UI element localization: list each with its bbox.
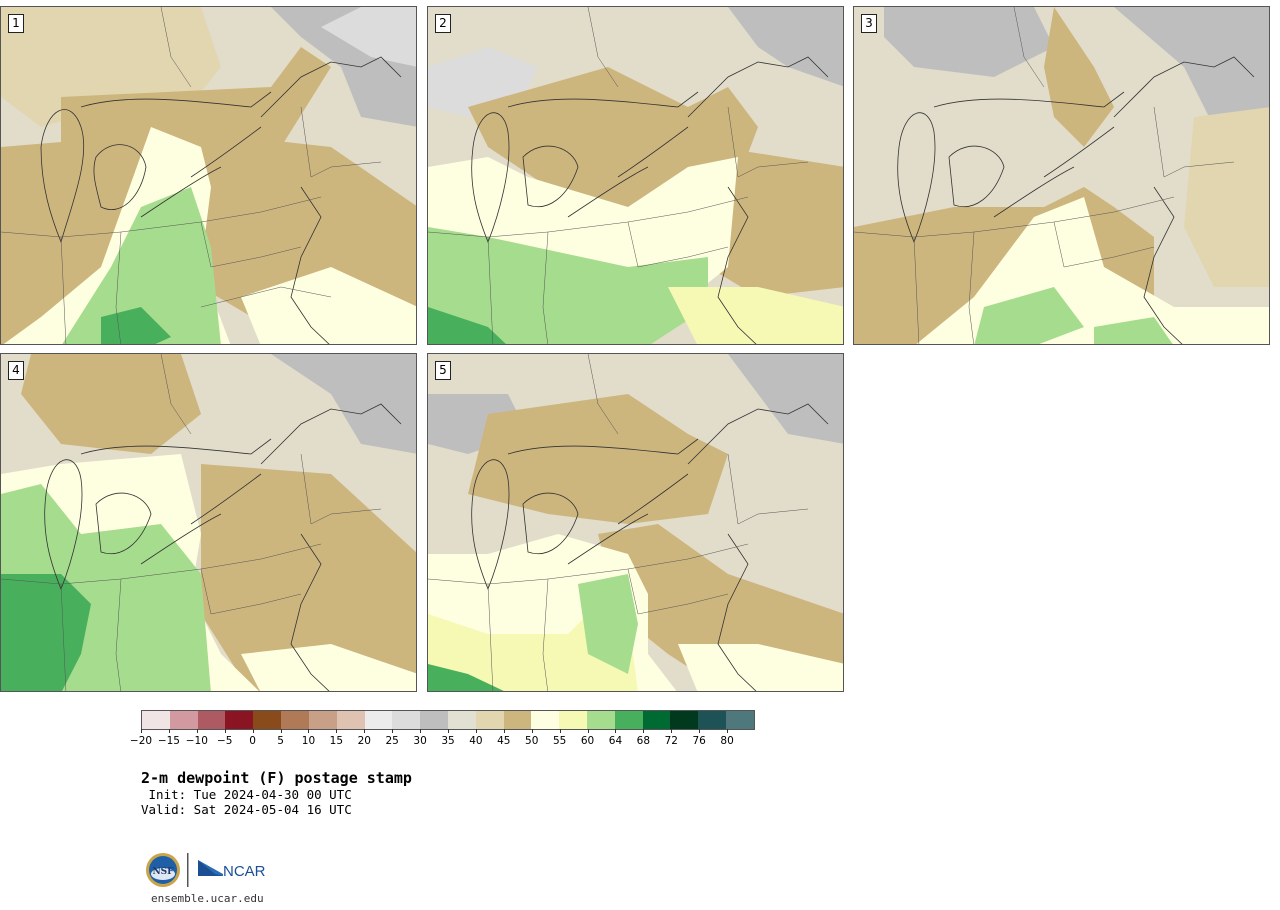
colorbar-tick-mark (141, 729, 142, 733)
colorbar-tick-mark (587, 729, 589, 733)
colorbar-ticks: −20 −15 −10 −5 0 5 10 15 20 25 30 35 40 45 50 55 60 64 68 7… (130, 729, 755, 749)
nsf-seal-text: NSF (152, 867, 174, 877)
colorbar-tick-label: 60 (580, 735, 595, 747)
dewpoint-map-3 (854, 7, 1269, 344)
colorbar-segment (197, 711, 226, 729)
colorbar-tick-label: 25 (385, 735, 399, 747)
colorbar-segment (308, 711, 337, 729)
colorbar-tick-label: 35 (441, 735, 455, 747)
valid-time: Valid: Sat 2024-05-04 16 UTC (141, 802, 352, 817)
colorbar-tick-label: 80 (720, 735, 734, 747)
colorbar-tick-mark (224, 729, 226, 733)
colorbar-segment (698, 711, 727, 729)
colorbar-tick-label: −20 (129, 735, 153, 747)
colorbar-tick-mark (671, 729, 673, 733)
colorbar-tick-label: 64 (608, 735, 623, 747)
nsf-seal-icon: NSF (146, 853, 180, 887)
panel-number-5: 5 (435, 361, 451, 380)
ncar-logo-icon: NCAR (198, 860, 266, 880)
site-url: ensemble.ucar.edu (151, 892, 264, 905)
colorbar-tick-mark (392, 729, 394, 733)
colorbar-tick-label: 5 (277, 735, 284, 747)
ensemble-member-panel-2: 2 (427, 6, 844, 345)
colorbar-tick-mark (699, 729, 701, 733)
colorbar-tick-mark (168, 729, 170, 733)
colorbar-segment (559, 711, 587, 729)
colorbar-tick-mark (559, 729, 561, 733)
colorbar-tick-label: 72 (664, 735, 678, 747)
colorbar-segment (503, 711, 532, 729)
colorbar-tick-label: 10 (301, 735, 316, 747)
colorbar-segment (336, 711, 365, 729)
dewpoint-colorbar (141, 710, 755, 730)
colorbar-segment (420, 711, 448, 729)
panel-number-4: 4 (8, 361, 24, 380)
colorbar-tick-label: 76 (692, 735, 706, 747)
ensemble-member-panel-5: 5 (427, 353, 844, 692)
colorbar-tick-label: 30 (413, 735, 427, 747)
ensemble-member-panel-3: 3 (853, 6, 1270, 345)
colorbar-segment (614, 711, 643, 729)
colorbar-segment (142, 711, 170, 729)
colorbar-tick-label: 15 (329, 735, 344, 747)
dewpoint-map-5 (428, 354, 843, 691)
ensemble-member-panel-1: 1 (0, 6, 417, 345)
colorbar-segment (392, 711, 421, 729)
colorbar-tick-label: 55 (552, 735, 567, 747)
ncar-logo-text: NCAR (223, 863, 266, 880)
colorbar-tick-label: 50 (525, 735, 539, 747)
chart-title: 2-m dewpoint (F) postage stamp (141, 769, 412, 787)
colorbar-tick-mark (280, 729, 282, 733)
colorbar-tick-label: 45 (497, 735, 511, 747)
ensemble-member-panel-4: 4 (0, 353, 417, 692)
colorbar-segment (531, 711, 560, 729)
colorbar-tick-mark (727, 729, 729, 733)
init-time: Init: Tue 2024-04-30 00 UTC (141, 787, 352, 802)
colorbar-segment (253, 711, 282, 729)
colorbar-segment (364, 711, 393, 729)
colorbar-tick-label: −15 (157, 735, 180, 747)
colorbar-tick-mark (475, 729, 477, 733)
nsf-ncar-logo: NSF NCAR (145, 850, 275, 894)
colorbar-segment (225, 711, 254, 729)
dewpoint-map-4 (1, 354, 416, 691)
colorbar-tick-mark (336, 729, 338, 733)
colorbar-segment (670, 711, 699, 729)
colorbar-tick-mark (252, 729, 254, 733)
panel-number-2: 2 (435, 14, 451, 33)
colorbar-segment (475, 711, 504, 729)
colorbar-tick-label: −10 (185, 735, 208, 747)
dewpoint-map-1 (1, 7, 416, 344)
colorbar-tick-mark (364, 729, 366, 733)
colorbar-tick-mark (420, 729, 422, 733)
colorbar-tick-label: −5 (216, 735, 233, 747)
panel-number-3: 3 (861, 14, 877, 33)
colorbar-tick-label: 68 (636, 735, 651, 747)
colorbar-tick-mark (503, 729, 505, 733)
colorbar-tick-mark (643, 729, 645, 733)
colorbar-tick-mark (448, 729, 449, 733)
colorbar-tick-mark (308, 729, 310, 733)
colorbar-segment (726, 711, 754, 729)
colorbar-tick-mark (531, 729, 533, 733)
colorbar-segment (447, 711, 476, 729)
dewpoint-map-2 (428, 7, 843, 344)
colorbar-tick-label: 20 (357, 735, 371, 747)
colorbar-tick-mark (196, 729, 198, 733)
colorbar-segment (587, 711, 615, 729)
colorbar-segment (642, 711, 671, 729)
colorbar-segment (169, 711, 198, 729)
panel-number-1: 1 (8, 14, 24, 33)
colorbar-tick-label: 40 (469, 735, 483, 747)
colorbar-tick-mark (615, 729, 617, 733)
colorbar-segment (281, 711, 309, 729)
colorbar-tick-label: 0 (249, 735, 256, 747)
